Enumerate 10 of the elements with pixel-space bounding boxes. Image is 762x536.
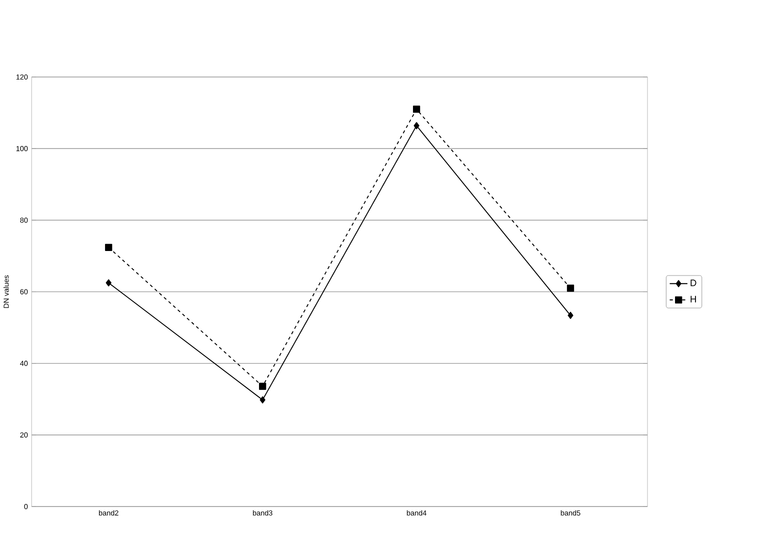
point xyxy=(566,284,574,292)
legend-label: D xyxy=(690,280,696,286)
point xyxy=(106,279,112,286)
point xyxy=(412,106,420,113)
point xyxy=(568,312,574,319)
legend-label: H xyxy=(690,296,696,302)
point xyxy=(414,122,420,130)
point xyxy=(260,396,266,404)
point xyxy=(259,382,266,390)
point xyxy=(105,244,112,251)
